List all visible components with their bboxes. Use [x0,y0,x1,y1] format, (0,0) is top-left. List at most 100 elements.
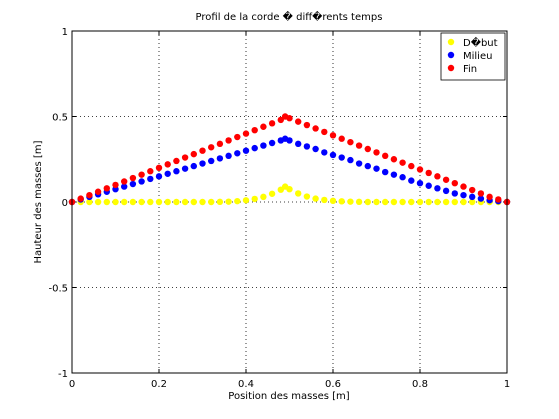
data-point [364,162,371,170]
data-point [329,197,337,205]
data-point [225,152,232,160]
data-point [129,180,137,188]
data-point [103,198,111,206]
data-point [286,185,293,193]
data-point [442,198,450,206]
data-point [225,137,232,144]
data-point [268,120,276,127]
data-point [103,185,111,192]
data-point [347,156,354,164]
data-point [338,198,345,205]
data-point [138,198,145,206]
data-point [260,193,267,201]
data-point [155,198,163,206]
legend-label: D�but [463,36,498,49]
data-point [382,198,389,206]
data-point [382,152,389,160]
data-point [112,181,119,189]
data-point [216,140,224,148]
data-point [216,198,224,206]
data-point [312,125,319,132]
data-point [469,193,476,201]
data-point [390,156,398,163]
y-tick-label: -1 [58,369,68,380]
data-point [208,157,215,165]
x-tick-label: 0.6 [325,379,341,390]
series-1 [68,183,511,206]
data-point [373,198,380,206]
data-point [190,198,197,206]
legend-label: Milieu [463,51,492,62]
data-point [382,168,389,176]
data-point [147,168,154,175]
data-point [155,173,163,180]
data-point [373,165,380,172]
data-point [234,133,241,141]
x-tick-label: 0.4 [238,379,254,390]
y-tick-label: 1 [62,27,68,38]
x-tick-label: 0.2 [151,379,167,390]
data-point [425,182,432,189]
data-point [190,150,197,158]
data-point [451,190,458,197]
data-point [399,198,406,206]
y-tick-label: 0 [62,198,68,209]
data-point [390,198,398,206]
data-point [434,198,441,206]
data-point [451,198,458,206]
x-tick-label: 0 [69,379,75,390]
data-point [138,178,145,185]
data-point [321,196,328,204]
axis-ticks: 0 0.2 0.4 0.6 0.8 1 -1 -0.5 0 0.5 1 [48,27,510,390]
data-point [251,126,258,134]
data-point [373,149,380,156]
data-point [416,166,424,173]
data-point [164,161,171,168]
data-point [260,142,267,149]
data-point [251,195,258,203]
data-point [338,135,345,142]
data-point [286,137,293,144]
y-tick-label: 0.5 [52,113,68,124]
data-point [442,187,450,195]
data-point [129,198,137,206]
data-point [321,128,328,136]
data-point [442,176,450,183]
data-point [121,198,128,206]
data-point [199,160,206,167]
data-point [86,191,93,199]
data-point [347,198,354,205]
data-point [225,198,232,205]
data-point [181,198,189,206]
data-point [469,186,476,194]
data-point [242,130,250,137]
plot-frame [71,30,508,374]
data-point [338,154,345,161]
data-point [268,190,276,197]
data-point [147,175,154,183]
data-point [121,183,128,190]
data-point [295,190,302,197]
data-point [321,149,328,156]
data-point [295,118,302,125]
data-point [121,178,128,185]
data-point [460,191,467,199]
data-point [147,198,154,206]
data-point [312,145,319,153]
legend-marker [447,38,455,46]
data-point [477,190,485,197]
data-point [434,173,441,180]
data-point [251,144,258,152]
data-point [425,198,432,206]
data-point [486,193,493,201]
data-point [277,116,284,124]
data-point [364,198,371,206]
data-point [408,198,415,206]
legend-marker [447,64,455,72]
data-point [303,193,311,200]
series-3 [68,113,511,206]
data-point [190,162,197,170]
data-point [495,196,502,203]
data-point [181,154,189,161]
